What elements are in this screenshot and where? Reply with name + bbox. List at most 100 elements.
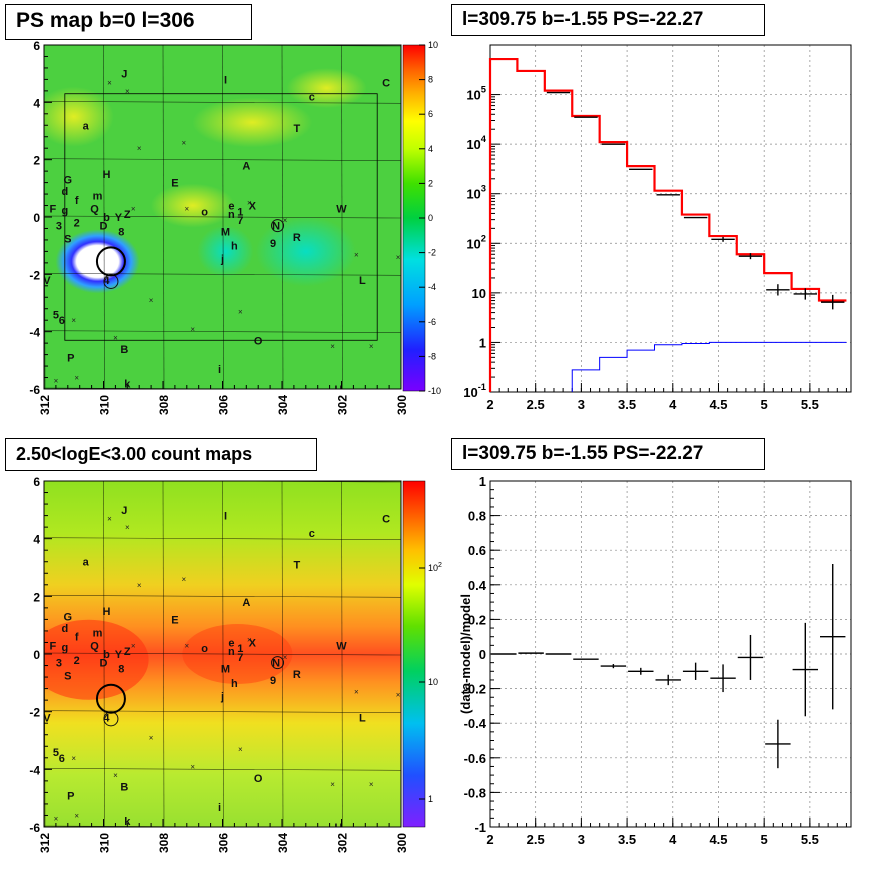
colorbar-tick-label: 8 bbox=[428, 75, 433, 85]
y-tick-label: -4 bbox=[29, 326, 40, 340]
source-label: 3 bbox=[56, 658, 62, 670]
map-grid-parallel bbox=[168, 45, 401, 47]
source-marker: × bbox=[369, 780, 374, 789]
source-label: T bbox=[294, 560, 301, 572]
map-grid-meridian bbox=[341, 45, 343, 389]
source-marker: × bbox=[181, 138, 186, 147]
source-label: E bbox=[171, 178, 178, 190]
target-circle bbox=[95, 683, 126, 714]
y-tick-label: -2 bbox=[29, 706, 40, 720]
source-label: g bbox=[61, 205, 68, 217]
source-label: 4 bbox=[103, 275, 110, 287]
x-tick-label: 312 bbox=[38, 395, 52, 415]
spectrum-panel: 2 2.5 3 3.5 4 4.5 5 5.5 10-1 1 10 102 103 104 105 bbox=[463, 44, 852, 412]
x-tick-label: 2 bbox=[486, 397, 493, 412]
source-label: m bbox=[93, 627, 103, 639]
x-tick-label: 304 bbox=[276, 833, 290, 853]
map-warm-region bbox=[286, 68, 367, 108]
source-label: a bbox=[83, 120, 90, 132]
source-label: d bbox=[61, 623, 68, 635]
x-tick-label: 3.5 bbox=[618, 397, 636, 412]
colorbar-tick-label: 2 bbox=[428, 178, 433, 188]
y-tick-label: 0 bbox=[33, 211, 40, 225]
source-marker: × bbox=[54, 376, 59, 385]
source-label: 5 bbox=[53, 309, 59, 321]
spectrum-title: l=309.75 b=-1.55 PS=-22.27 bbox=[462, 9, 704, 30]
source-marker: × bbox=[149, 296, 154, 305]
map-cool-region bbox=[197, 225, 254, 278]
y-tick-label: -1 bbox=[474, 820, 486, 835]
source-label: 7 bbox=[237, 215, 243, 227]
x-tick-label: 4.5 bbox=[709, 397, 727, 412]
y-tick-label: -6 bbox=[29, 821, 40, 835]
x-tick-label: 310 bbox=[98, 395, 112, 415]
source-marker: × bbox=[396, 253, 401, 262]
source-label: 4 bbox=[103, 712, 110, 724]
source-marker: × bbox=[149, 734, 154, 743]
colorbar-tick-label: -8 bbox=[428, 351, 436, 361]
source-marker: × bbox=[238, 745, 243, 754]
source-label: C bbox=[382, 77, 390, 89]
x-tick-label: 304 bbox=[276, 395, 290, 415]
background-histogram bbox=[571, 341, 847, 392]
source-label: H bbox=[102, 169, 110, 181]
source-label: 9 bbox=[270, 675, 276, 687]
source-label: M bbox=[221, 663, 230, 675]
source-marker: × bbox=[137, 581, 142, 590]
source-circle bbox=[271, 219, 285, 233]
source-marker: × bbox=[113, 771, 118, 780]
source-label: 1 bbox=[237, 206, 243, 218]
map-grid-parallel bbox=[44, 101, 401, 104]
x-tick-label: 306 bbox=[217, 833, 231, 853]
y-tick-label: -2 bbox=[29, 268, 40, 282]
map-grid-meridian bbox=[103, 45, 105, 389]
source-label: V bbox=[43, 275, 51, 287]
source-label: 6 bbox=[59, 753, 65, 765]
source-marker: × bbox=[396, 690, 401, 699]
source-label: 1 bbox=[237, 643, 243, 655]
source-label: P bbox=[67, 352, 74, 364]
colorbar bbox=[402, 480, 426, 828]
source-label: e bbox=[228, 201, 234, 213]
y-tick-label: 0.2 bbox=[468, 612, 486, 627]
source-label: Z bbox=[124, 209, 131, 221]
source-label: f bbox=[75, 195, 79, 207]
source-label: S bbox=[64, 234, 71, 246]
colorbar-tick-label: -6 bbox=[428, 317, 436, 327]
y-tick-label: 102 bbox=[466, 233, 486, 251]
source-marker: × bbox=[125, 87, 130, 96]
x-tick-label: 5 bbox=[761, 832, 768, 847]
x-tick-label: 2.5 bbox=[527, 397, 545, 412]
source-label: n bbox=[228, 209, 235, 221]
source-label: 7 bbox=[237, 652, 243, 664]
y-tick-label: -0.8 bbox=[464, 785, 486, 800]
source-label: b bbox=[103, 212, 110, 224]
plot-frame bbox=[489, 44, 852, 393]
source-marker: × bbox=[369, 342, 374, 351]
map-grid-parallel bbox=[44, 158, 401, 161]
source-label: h bbox=[231, 678, 238, 690]
source-marker: × bbox=[54, 814, 59, 823]
source-label: J bbox=[121, 505, 127, 517]
x-tick-label: 308 bbox=[157, 833, 171, 853]
source-label: 3 bbox=[56, 221, 62, 233]
source-label: I bbox=[224, 511, 227, 523]
source-label: e bbox=[228, 637, 234, 649]
source-label: B bbox=[120, 344, 128, 356]
source-label: b bbox=[103, 649, 110, 661]
source-label: S bbox=[64, 671, 71, 683]
source-marker: × bbox=[184, 641, 189, 650]
colorbar-tick-label: 102 bbox=[428, 562, 442, 573]
y-tick-label: 10-1 bbox=[463, 382, 486, 400]
source-label: g bbox=[61, 642, 68, 654]
y-tick-label: 0 bbox=[479, 647, 486, 662]
source-label: U bbox=[335, 822, 343, 834]
source-label: Q bbox=[90, 640, 99, 652]
source-marker: × bbox=[283, 216, 288, 225]
map-title-box: PS map b=0 l=306 bbox=[5, 4, 252, 40]
source-label: k bbox=[124, 816, 131, 828]
